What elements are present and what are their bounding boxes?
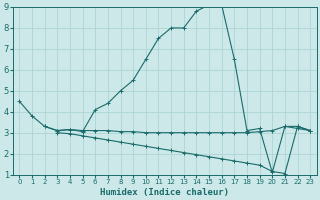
- X-axis label: Humidex (Indice chaleur): Humidex (Indice chaleur): [100, 188, 229, 197]
